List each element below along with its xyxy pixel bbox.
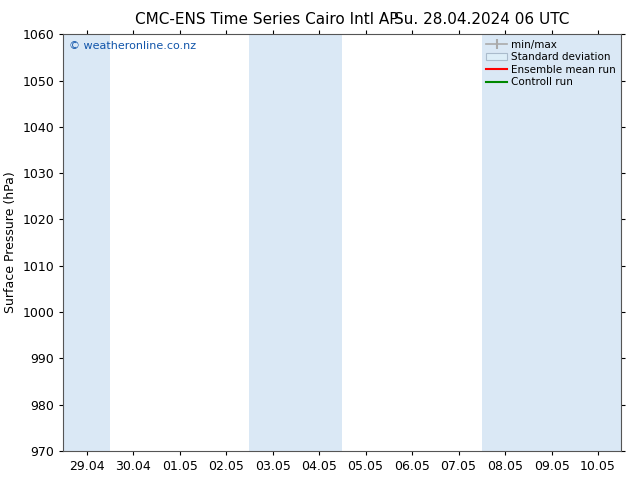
Y-axis label: Surface Pressure (hPa): Surface Pressure (hPa) xyxy=(4,172,17,314)
Bar xyxy=(482,34,528,451)
Bar xyxy=(575,34,621,451)
Text: © weatheronline.co.nz: © weatheronline.co.nz xyxy=(69,41,196,50)
Bar xyxy=(296,34,342,451)
Text: CMC-ENS Time Series Cairo Intl AP: CMC-ENS Time Series Cairo Intl AP xyxy=(134,12,398,27)
Bar xyxy=(249,34,296,451)
Bar xyxy=(63,34,110,451)
Text: Su. 28.04.2024 06 UTC: Su. 28.04.2024 06 UTC xyxy=(394,12,569,27)
Legend: min/max, Standard deviation, Ensemble mean run, Controll run: min/max, Standard deviation, Ensemble me… xyxy=(484,37,618,89)
Bar xyxy=(528,34,575,451)
